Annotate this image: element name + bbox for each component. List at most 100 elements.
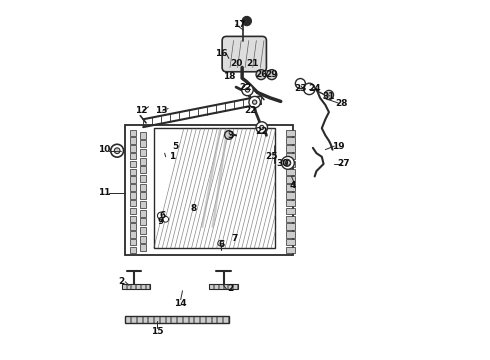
Bar bbox=[214, 284, 218, 289]
Bar bbox=[130, 161, 136, 167]
Bar bbox=[286, 184, 294, 191]
Bar bbox=[286, 231, 294, 238]
Circle shape bbox=[249, 96, 260, 108]
Circle shape bbox=[242, 17, 251, 26]
Bar bbox=[130, 247, 136, 253]
Bar bbox=[154, 128, 275, 248]
Text: 13: 13 bbox=[155, 106, 167, 115]
Bar bbox=[172, 316, 176, 323]
Bar bbox=[140, 192, 146, 199]
Bar bbox=[136, 284, 140, 289]
Bar bbox=[130, 176, 136, 183]
Bar bbox=[130, 192, 136, 198]
Bar bbox=[286, 145, 294, 152]
Bar bbox=[148, 316, 153, 323]
Text: 8: 8 bbox=[190, 204, 196, 213]
Bar bbox=[286, 224, 294, 230]
Text: 22: 22 bbox=[244, 106, 257, 115]
Text: 10: 10 bbox=[98, 145, 110, 154]
Text: 22: 22 bbox=[255, 127, 268, 136]
Bar bbox=[131, 284, 135, 289]
Text: 22: 22 bbox=[239, 83, 251, 92]
Text: 28: 28 bbox=[335, 99, 348, 108]
Circle shape bbox=[245, 88, 249, 92]
Text: 2: 2 bbox=[227, 284, 234, 293]
Text: 5: 5 bbox=[172, 141, 178, 150]
Circle shape bbox=[284, 159, 291, 166]
Text: 12: 12 bbox=[135, 106, 147, 115]
Bar bbox=[223, 284, 227, 289]
Text: 26: 26 bbox=[255, 70, 268, 79]
Circle shape bbox=[114, 148, 120, 154]
Bar bbox=[286, 161, 294, 167]
Bar bbox=[130, 239, 136, 246]
Bar bbox=[195, 316, 199, 323]
Bar bbox=[125, 125, 293, 255]
Circle shape bbox=[224, 131, 233, 139]
Bar bbox=[200, 316, 205, 323]
Text: 16: 16 bbox=[216, 49, 228, 58]
Circle shape bbox=[256, 122, 268, 133]
Text: 27: 27 bbox=[337, 159, 349, 168]
Bar bbox=[286, 130, 294, 136]
Bar bbox=[212, 316, 217, 323]
Bar bbox=[154, 316, 159, 323]
Bar bbox=[130, 153, 136, 159]
Text: 17: 17 bbox=[233, 20, 246, 29]
Circle shape bbox=[252, 100, 257, 104]
Bar bbox=[177, 316, 182, 323]
Bar bbox=[130, 130, 136, 136]
Text: 19: 19 bbox=[332, 141, 344, 150]
FancyBboxPatch shape bbox=[222, 36, 267, 72]
Bar bbox=[143, 316, 147, 323]
Bar bbox=[140, 210, 146, 217]
Bar bbox=[140, 131, 146, 139]
Circle shape bbox=[260, 125, 264, 130]
Bar bbox=[122, 284, 150, 289]
Bar bbox=[130, 216, 136, 222]
Text: 15: 15 bbox=[151, 327, 164, 336]
Circle shape bbox=[256, 69, 266, 80]
Text: 2: 2 bbox=[119, 277, 125, 286]
Text: 7: 7 bbox=[231, 234, 238, 243]
Bar bbox=[130, 138, 136, 144]
Bar bbox=[286, 176, 294, 183]
Bar bbox=[130, 184, 136, 191]
Circle shape bbox=[304, 83, 315, 95]
Bar bbox=[140, 236, 146, 243]
Bar bbox=[286, 216, 294, 222]
Circle shape bbox=[111, 144, 123, 157]
Text: 6: 6 bbox=[219, 240, 225, 249]
Bar bbox=[140, 149, 146, 156]
Text: 20: 20 bbox=[230, 59, 242, 68]
Text: 30: 30 bbox=[276, 159, 289, 168]
Bar bbox=[126, 284, 130, 289]
Bar bbox=[219, 284, 223, 289]
Bar bbox=[286, 192, 294, 198]
Bar bbox=[140, 140, 146, 147]
Text: 25: 25 bbox=[266, 152, 278, 161]
Bar bbox=[140, 227, 146, 234]
Bar bbox=[233, 284, 237, 289]
Bar bbox=[130, 224, 136, 230]
Bar bbox=[286, 169, 294, 175]
Circle shape bbox=[267, 69, 277, 80]
Bar bbox=[140, 158, 146, 165]
Text: 21: 21 bbox=[246, 59, 258, 68]
Bar bbox=[125, 316, 130, 323]
Bar bbox=[209, 284, 213, 289]
Circle shape bbox=[295, 78, 305, 89]
Text: 29: 29 bbox=[266, 70, 278, 79]
Bar bbox=[286, 239, 294, 246]
Bar bbox=[130, 145, 136, 152]
Bar bbox=[223, 316, 228, 323]
Bar bbox=[140, 184, 146, 191]
Circle shape bbox=[285, 160, 291, 165]
Bar bbox=[286, 208, 294, 214]
Bar bbox=[286, 138, 294, 144]
Text: 9: 9 bbox=[158, 217, 164, 226]
Bar bbox=[218, 316, 222, 323]
Text: 1: 1 bbox=[169, 152, 175, 161]
Bar bbox=[141, 284, 145, 289]
Bar bbox=[166, 316, 171, 323]
